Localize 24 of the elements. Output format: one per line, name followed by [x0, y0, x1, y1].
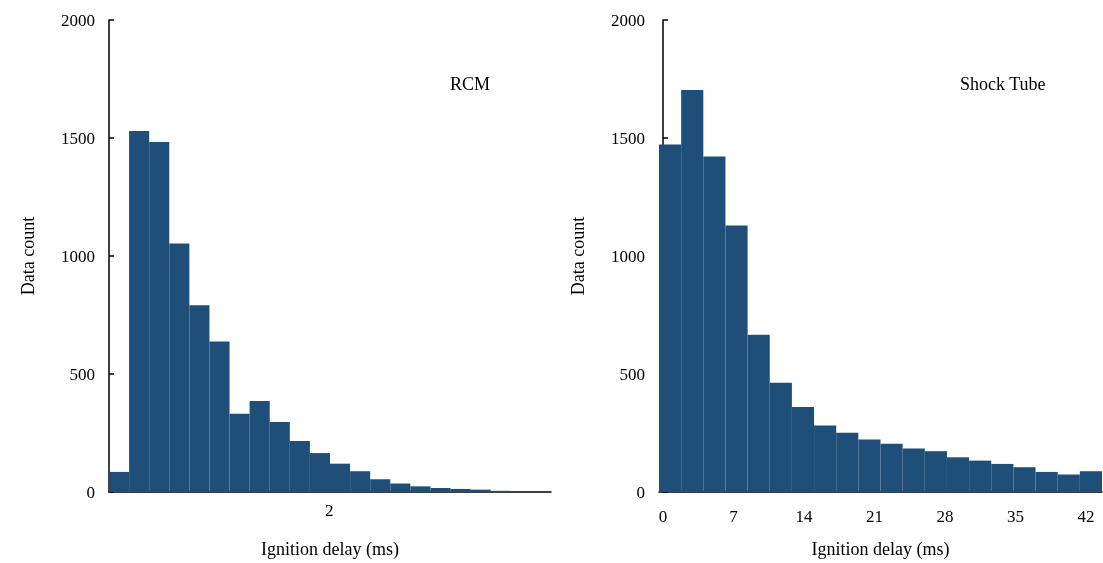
y-tick-label: 1000	[61, 246, 95, 266]
x-tick-label: 0	[658, 507, 668, 526]
y-tick-label: 2000	[61, 10, 95, 30]
text: Shock Tube	[960, 74, 1046, 94]
y-axis-title: Data count	[568, 216, 588, 296]
x-axis-title: Ignition delay (ms)	[261, 539, 399, 560]
y-tick-label: 500	[69, 364, 95, 384]
y-tick-label: 0	[86, 482, 95, 502]
y-tick-label: 500	[619, 364, 645, 384]
x-tick-label: 21	[865, 507, 883, 526]
x-tick-label: 7	[729, 507, 739, 526]
y-tick-label: 1000	[611, 246, 645, 266]
y-tick-label: 1500	[61, 128, 95, 148]
y-axis-title: Data count	[18, 216, 38, 296]
text: RCM	[450, 74, 491, 94]
y-tick-label: 1500	[611, 128, 645, 148]
y-tick-label: 2000	[611, 10, 645, 30]
x-axis-title: Ignition delay (ms)	[811, 539, 950, 560]
x-tick-label: 42	[1077, 507, 1095, 526]
text: 2	[325, 501, 334, 520]
x-tick-label: 14	[795, 507, 813, 526]
y-tick-label: 0	[636, 482, 645, 502]
x-tick-label: 35	[1006, 507, 1024, 526]
x-tick-label: 28	[936, 507, 954, 526]
